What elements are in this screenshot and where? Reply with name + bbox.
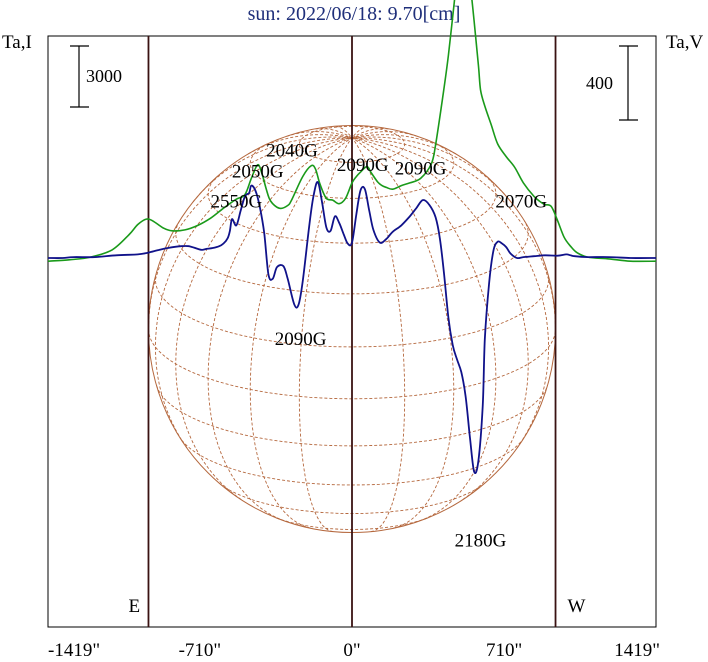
field-annotation: 2090G: [275, 329, 327, 350]
longitude-line: [351, 137, 455, 529]
right-scale-bar: 400: [586, 45, 638, 121]
field-annotation: 2180G: [455, 531, 507, 552]
x-tick-label: 710": [486, 640, 522, 661]
reference-lines: [147, 36, 557, 627]
series-line-i: [47, 0, 657, 263]
x-tick-labels: -1419" -710" 0" 710" 1419": [48, 640, 660, 661]
longitude-line: [249, 137, 353, 529]
left-scale-label: 3000: [86, 66, 122, 86]
field-annotation: 2090G: [337, 155, 389, 176]
field-annotation: 2050G: [232, 161, 284, 182]
series-line-v: [47, 181, 657, 475]
longitude-line: [335, 125, 353, 139]
longitude-line: [351, 134, 456, 155]
x-tick-label: -1419": [48, 640, 100, 661]
longitude-line: [248, 134, 353, 155]
x-tick-label: 1419": [614, 640, 660, 661]
longitude-line: [351, 131, 418, 139]
longitude-line: [351, 137, 550, 449]
longitude-line: [351, 137, 406, 533]
y-axis-label-right: Ta,V: [666, 32, 703, 53]
right-scale-label: 400: [586, 73, 613, 93]
longitude-line: [351, 125, 369, 139]
east-limb-label: E: [128, 596, 140, 617]
left-scale-bar: 3000: [70, 45, 122, 108]
field-annotations: 2040G 2090G 2090G 2050G 2550G 2070G 2090G 2180G: [210, 141, 547, 552]
longitude-line: [148, 137, 353, 330]
field-annotation: 2070G: [495, 191, 547, 212]
y-axis-label-left: Ta,I: [2, 32, 32, 53]
x-tick-label: 0": [343, 640, 360, 661]
west-limb-label: W: [568, 596, 586, 617]
longitude-line: [154, 137, 353, 449]
longitude-line: [351, 128, 389, 139]
x-tick-label: -710": [179, 640, 222, 661]
field-annotation: 2040G: [266, 141, 318, 162]
longitude-line: [315, 128, 353, 139]
longitude-line: [351, 137, 556, 330]
longitude-line: [298, 137, 353, 533]
field-annotation: 2550G: [210, 191, 262, 212]
longitude-line: [351, 137, 497, 520]
field-annotation: 2090G: [395, 159, 447, 180]
longitude-line: [286, 131, 353, 139]
latitude-line: [154, 275, 550, 348]
longitude-line: [192, 136, 353, 203]
chart-title: sun: 2022/06/18: 9.70[cm]: [248, 3, 461, 25]
longitude-line: [207, 137, 353, 520]
longitude-line: [351, 136, 512, 203]
